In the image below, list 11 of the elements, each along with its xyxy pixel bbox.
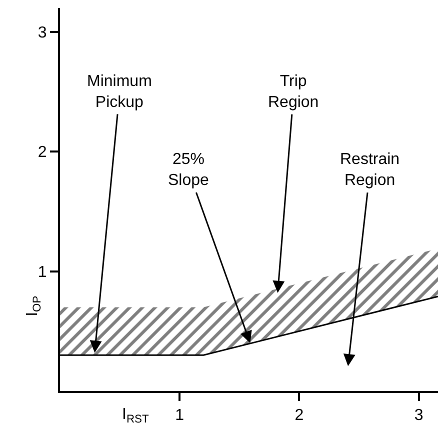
annotation: Restrain Region: [340, 151, 400, 189]
y-tick-label: 3: [38, 24, 47, 42]
x-tick-label: 1: [175, 407, 184, 424]
x-tick-label: 2: [294, 407, 304, 424]
y-tick-label: 1: [38, 264, 47, 281]
annotation: Trip Region: [268, 73, 319, 111]
annotation: Minimum Pickup: [87, 73, 152, 111]
y-tick-label: 2: [38, 144, 47, 162]
annotation: 25% Slope: [168, 151, 210, 189]
x-tick-label: 3: [414, 407, 424, 424]
x-axis-title: I$_{RST}$: [122, 406, 149, 426]
